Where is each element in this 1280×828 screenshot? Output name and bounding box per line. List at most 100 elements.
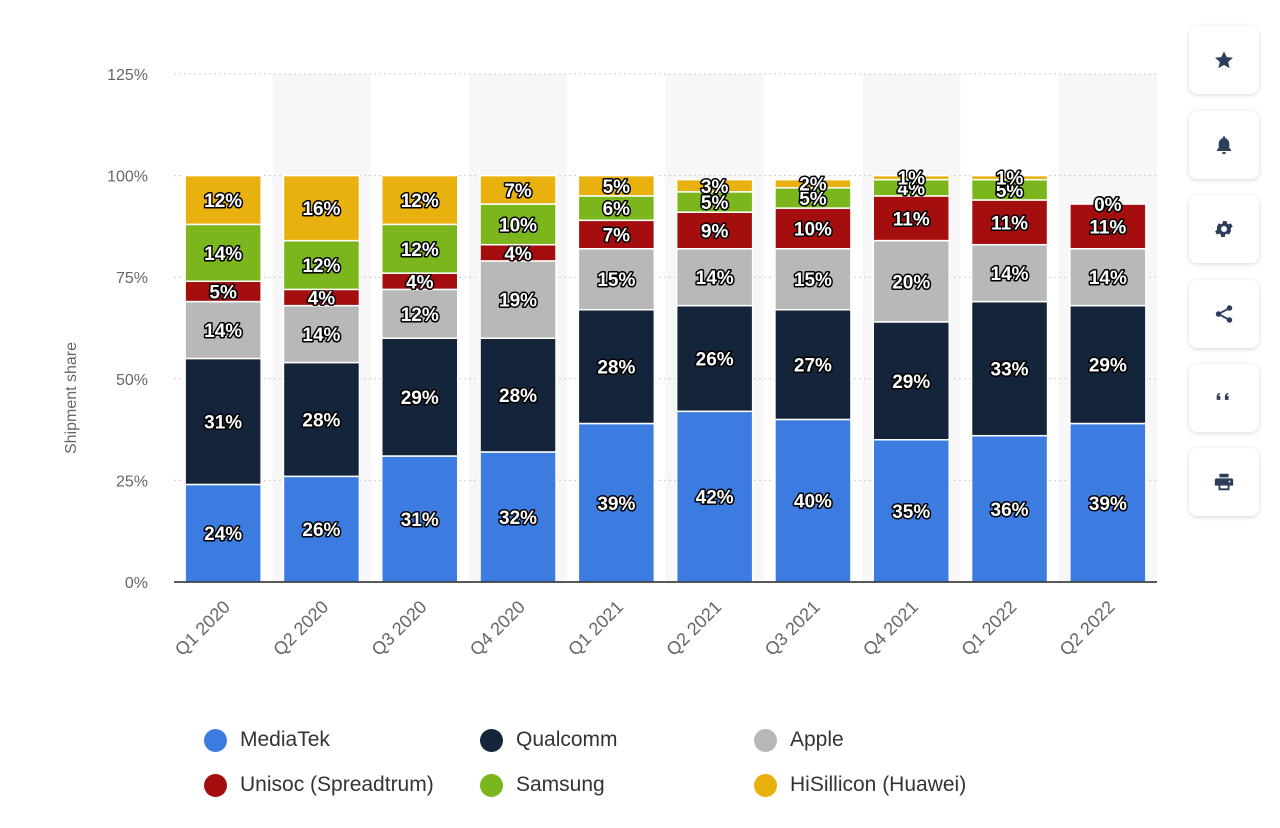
cite-button[interactable] bbox=[1189, 364, 1259, 432]
data-label: 5% bbox=[799, 189, 827, 210]
bar-segment bbox=[381, 337, 459, 457]
data-label: 29% bbox=[1089, 356, 1127, 377]
bar-segment bbox=[479, 174, 557, 205]
data-label: 28% bbox=[499, 386, 537, 407]
x-tick-label: Q3 2020 bbox=[368, 597, 431, 660]
data-label: 32% bbox=[499, 508, 537, 529]
y-tick-label: 75% bbox=[116, 270, 148, 287]
data-label: 12% bbox=[302, 256, 340, 277]
data-label: 29% bbox=[892, 372, 930, 393]
data-label: 9% bbox=[701, 221, 729, 242]
data-label: 1% bbox=[898, 169, 926, 190]
legend-swatch bbox=[480, 773, 503, 797]
data-label: 39% bbox=[597, 494, 635, 515]
bar-segment bbox=[970, 243, 1049, 303]
bar-segment bbox=[184, 483, 262, 583]
bar-segment bbox=[282, 304, 361, 364]
y-tick-label: 100% bbox=[107, 169, 148, 186]
bar-segment bbox=[1069, 248, 1147, 307]
data-label: 10% bbox=[794, 219, 832, 240]
data-label: 36% bbox=[991, 500, 1029, 521]
data-label: 2% bbox=[799, 175, 827, 196]
share-button[interactable] bbox=[1189, 280, 1259, 348]
data-label: 16% bbox=[302, 199, 340, 220]
share-icon bbox=[1215, 305, 1233, 323]
bar-segment bbox=[970, 199, 1049, 246]
data-label: 26% bbox=[696, 349, 734, 370]
print-button[interactable] bbox=[1189, 448, 1259, 516]
x-tick-label: Q2 2020 bbox=[269, 597, 332, 660]
legend-item-mediatek[interactable]: MediaTek bbox=[204, 728, 330, 752]
notification-button[interactable] bbox=[1189, 111, 1259, 179]
y-axis-title: Shipment share bbox=[63, 342, 80, 454]
bar-segment bbox=[577, 219, 656, 250]
y-tick-label: 50% bbox=[116, 372, 148, 389]
data-label: 7% bbox=[603, 226, 631, 247]
bell-icon bbox=[1216, 136, 1232, 155]
legend-label: HiSillicon (Huawei) bbox=[790, 773, 967, 796]
data-label: 24% bbox=[204, 524, 242, 545]
bar-segment bbox=[381, 223, 459, 274]
data-label: 15% bbox=[597, 270, 635, 291]
legend-item-hisillicon[interactable]: HiSillicon (Huawei) bbox=[754, 773, 966, 797]
data-label: 4% bbox=[504, 244, 532, 265]
data-label: 15% bbox=[794, 270, 832, 291]
bar-segment bbox=[381, 174, 459, 226]
data-label: 4% bbox=[406, 272, 434, 293]
settings-button[interactable] bbox=[1189, 195, 1259, 263]
data-label: 3% bbox=[701, 177, 729, 198]
bar-segment bbox=[184, 300, 262, 360]
x-tick-label: Q2 2022 bbox=[1056, 597, 1119, 660]
legend-label: Unisoc (Spreadtrum) bbox=[240, 773, 434, 796]
bar-segment bbox=[479, 203, 557, 246]
legend-label: Apple bbox=[790, 728, 844, 751]
data-label: 0% bbox=[1094, 195, 1122, 216]
data-label: 5% bbox=[603, 177, 631, 198]
data-label: 10% bbox=[499, 215, 537, 236]
data-label: 20% bbox=[892, 272, 930, 293]
data-label: 4% bbox=[898, 179, 926, 200]
legend-item-apple[interactable]: Apple bbox=[754, 728, 844, 752]
legend-item-qualcomm[interactable]: Qualcomm bbox=[480, 728, 618, 752]
legend-swatch bbox=[480, 728, 503, 752]
bar-segment bbox=[184, 357, 262, 486]
bar-segment bbox=[282, 361, 361, 478]
bar-segment bbox=[282, 239, 361, 291]
data-label: 12% bbox=[401, 240, 439, 261]
bar-segment bbox=[184, 174, 262, 226]
legend-label: Qualcomm bbox=[516, 728, 618, 751]
data-label: 7% bbox=[504, 181, 532, 202]
data-label: 26% bbox=[302, 520, 340, 541]
data-label: 14% bbox=[1089, 268, 1127, 289]
legend-swatch bbox=[204, 728, 227, 752]
data-label: 14% bbox=[991, 264, 1029, 285]
data-label: 6% bbox=[603, 199, 631, 220]
legend-item-samsung[interactable]: Samsung bbox=[480, 773, 605, 797]
data-label: 14% bbox=[204, 321, 242, 342]
bar-segment bbox=[872, 439, 950, 583]
data-label: 31% bbox=[204, 412, 242, 433]
data-label: 14% bbox=[302, 325, 340, 346]
bar-segment bbox=[872, 174, 950, 181]
bar-segment bbox=[970, 174, 1049, 181]
data-label: 42% bbox=[696, 488, 734, 509]
bar-segment bbox=[1069, 422, 1147, 583]
bar-segment bbox=[774, 308, 852, 421]
bar-segment bbox=[675, 211, 754, 250]
bar-segment bbox=[872, 321, 950, 441]
x-tick-label: Q1 2020 bbox=[171, 597, 234, 660]
x-tick-label: Q1 2022 bbox=[957, 597, 1020, 660]
data-label: 12% bbox=[401, 305, 439, 326]
bar-segment bbox=[970, 434, 1049, 583]
data-label: 27% bbox=[794, 356, 832, 377]
bar-segment bbox=[872, 239, 950, 323]
bar-segment bbox=[577, 195, 656, 222]
data-label: 6% bbox=[1094, 195, 1122, 216]
data-label: 11% bbox=[991, 213, 1028, 234]
legend-item-unisoc[interactable]: Unisoc (Spreadtrum) bbox=[204, 773, 434, 797]
favorite-button[interactable] bbox=[1189, 26, 1259, 94]
bar-segment bbox=[675, 178, 754, 193]
data-label: 39% bbox=[1089, 494, 1127, 515]
print-icon bbox=[1214, 473, 1234, 491]
bar-segment bbox=[282, 174, 361, 242]
